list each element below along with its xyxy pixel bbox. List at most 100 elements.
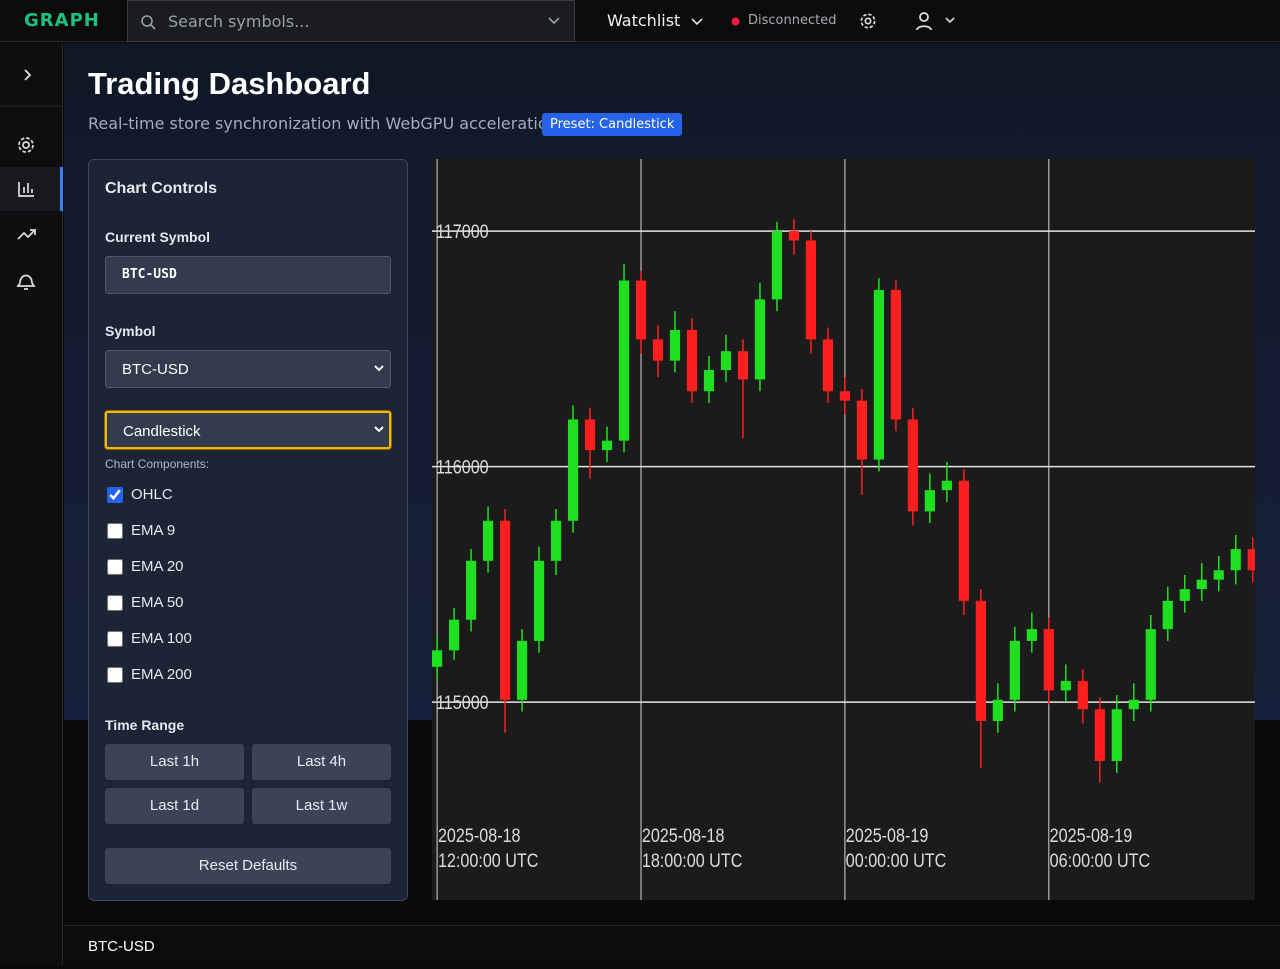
search-box[interactable]: Search symbols... [127,0,575,42]
logo[interactable]: GRAPH [24,10,100,31]
component-toggle[interactable]: EMA 9 [107,522,175,539]
price-chart: 2025-08-18 12:00:00 UTC 2025-08-18 18:00:00… [432,159,1255,900]
connection-status: Disconnected [748,13,837,28]
component-name: EMA 200 [131,666,192,683]
chevron [691,18,703,26]
candle-body [924,490,935,512]
candle-body [432,650,443,667]
candle-body [516,640,528,700]
candle-body [1077,680,1088,710]
component-toggle[interactable]: OHLC [107,486,173,503]
candle-body [1213,570,1224,580]
candle-body [1111,709,1122,762]
candle-body [771,231,783,300]
status-dot [731,17,740,26]
panel-title: Chart Controls [105,180,217,197]
candle-body [550,520,562,561]
candle-body [567,419,579,521]
select-value: Candlestick [123,423,201,440]
chart-background [432,159,1255,900]
preset-badge: Preset: Candlestick [542,113,683,136]
candle-body [1060,680,1071,691]
checkbox[interactable] [107,630,123,647]
chevron [548,17,560,25]
page-subtitle: Real-time store synchronization with Web… [88,114,558,133]
settings-icon[interactable] [858,11,878,31]
checkbox[interactable] [107,666,123,683]
checkbox[interactable] [107,486,123,503]
candle-body [482,520,494,561]
candle-body [1196,579,1207,590]
x-tick-label: 2025-08-19 [1050,825,1133,847]
candle-body [1094,709,1105,762]
page-title: Trading Dashboard [88,66,371,101]
chart-type-select[interactable]: Candlestick [105,411,391,449]
chevron [374,365,384,372]
current-symbol: BTC-USD [105,256,391,294]
footer-symbol: BTC-USD [88,938,155,955]
candle-body [737,351,749,380]
time-range-button[interactable]: Last 1w [252,788,391,824]
time-range-button[interactable]: Last 1h [105,744,244,780]
candle-body [635,280,647,340]
component-name: OHLC [131,486,173,503]
component-toggle[interactable]: EMA 200 [107,666,192,683]
candle-body [822,339,834,392]
chevron [374,426,384,433]
candle-body [1026,629,1037,641]
alerts-nav[interactable] [16,274,36,290]
candle-body [1230,549,1241,571]
search-placeholder: Search symbols... [168,12,310,31]
candle-body [788,231,800,241]
component-name: EMA 50 [131,594,184,611]
settings-nav[interactable] [18,137,34,153]
component-name: EMA 20 [131,558,184,575]
active-indicator [60,167,63,211]
candle-body [1043,629,1054,691]
chart-nav[interactable] [18,182,34,197]
watchlist-menu[interactable]: Watchlist [607,11,703,30]
candle-body [890,289,901,420]
field-label: Symbol [105,323,156,339]
y-tick-label: 116000 [436,456,489,478]
time-range-button[interactable]: Last 4h [252,744,391,780]
user-menu[interactable] [914,11,958,31]
x-tick-label: 06:00:00 UTC [1050,850,1151,872]
field-label: Current Symbol [105,229,211,245]
symbol-select[interactable]: BTC-USD [105,350,391,388]
candle-body [975,600,986,721]
reset-button[interactable]: Reset Defaults [105,848,391,884]
candle-body [499,520,511,700]
candle-body [1145,629,1156,700]
component-toggle[interactable]: EMA 100 [107,630,192,647]
candle-body [720,351,732,371]
field-label: Time Range [105,717,185,733]
watchlist-label: Watchlist [607,11,681,30]
candle-body [618,280,630,441]
candle-body [584,419,596,451]
candle-body [958,480,969,601]
candle-body [856,400,868,460]
status-bar: BTC-USD [64,925,1280,965]
component-toggle[interactable]: EMA 20 [107,558,184,575]
candle-body [1162,600,1173,630]
x-tick-label: 12:00:00 UTC [438,850,539,872]
time-range-button[interactable]: Last 1d [105,788,244,824]
candle-body [873,289,884,460]
checkbox[interactable] [107,558,123,575]
expand-icon[interactable] [24,69,32,81]
search-icon [141,15,156,30]
component-toggle[interactable]: EMA 50 [107,594,184,611]
candle-body [533,560,545,641]
x-tick-label: 2025-08-18 [642,825,725,847]
candle-body [754,299,766,380]
checkbox[interactable] [107,594,123,611]
component-name: EMA 100 [131,630,192,647]
trend-nav[interactable] [17,229,36,240]
checkbox[interactable] [107,522,123,539]
candle-body [992,699,1003,721]
components-label: Chart Components: [105,457,210,471]
sidebar-icons [0,69,63,290]
x-tick-label: 2025-08-18 [438,825,521,847]
